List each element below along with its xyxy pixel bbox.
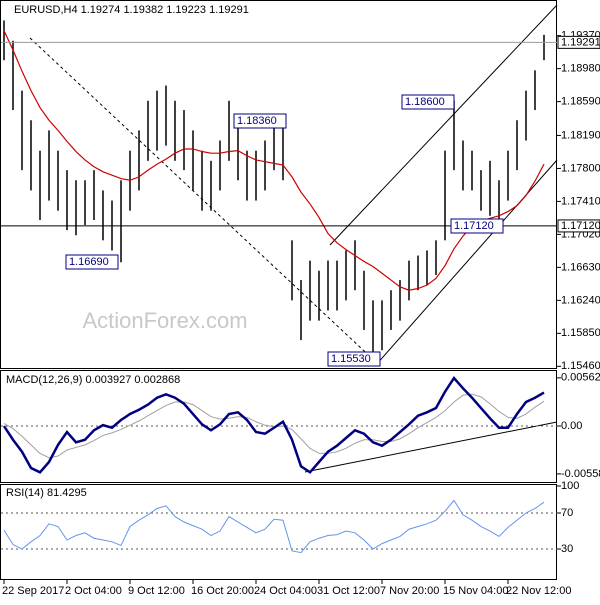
annotation: 1.18600 — [405, 96, 445, 108]
x-tick-label: 9 Oct 12:00 — [128, 585, 185, 597]
annotation: 1.15530 — [331, 353, 371, 365]
x-tick-label: 31 Oct 12:00 — [317, 585, 380, 597]
y-tick-label: 70 — [561, 507, 573, 519]
price-title: EURUSD,H4 1.19274 1.19382 1.19223 1.1929… — [14, 4, 249, 16]
x-tick-label: 16 Oct 20:00 — [191, 585, 254, 597]
x-tick-label: 24 Oct 04:00 — [254, 585, 317, 597]
y-tick-label: -0.005588 — [561, 468, 600, 480]
y-tick-label: 1.16240 — [561, 294, 600, 306]
y-tick-label: 1.18190 — [561, 129, 600, 141]
y-tick-label: 0.005622 — [561, 372, 600, 384]
rsi-panel — [0, 484, 557, 580]
y-tick-label: 0.00 — [561, 420, 582, 432]
x-tick-label: 22 Sep 2017 — [2, 585, 64, 597]
annotation: 1.18360 — [237, 115, 277, 127]
rsi-title: RSI(14) 81.4295 — [6, 487, 87, 499]
last-price-label: 1.19291 — [561, 36, 600, 48]
macd-title: MACD(12,26,9) 0.003927 0.002868 — [6, 374, 180, 386]
y-tick-label: 1.16630 — [561, 261, 600, 273]
annotation-box — [233, 113, 287, 129]
annotation: 1.17120 — [454, 220, 494, 232]
watermark: ActionForex.com — [82, 308, 247, 333]
y-tick-label: 1.18980 — [561, 63, 600, 75]
y-tick-label: 30 — [561, 543, 573, 555]
x-tick-label: 7 Nov 20:00 — [380, 585, 439, 597]
trend-line — [29, 37, 379, 365]
annotation-box — [65, 254, 119, 270]
x-tick-label: 22 Nov 12:00 — [506, 585, 571, 597]
last-price-box — [557, 35, 600, 49]
macd-trend-line — [304, 421, 558, 473]
annotation-box — [327, 351, 381, 367]
y-tick-label: 1.15850 — [561, 327, 600, 339]
y-tick-label: 1.17800 — [561, 162, 600, 174]
annotation-box — [450, 218, 504, 234]
annotation: 1.16690 — [69, 256, 109, 268]
y-tick-label: 1.17410 — [561, 195, 600, 207]
y-tick-label: 1.18590 — [561, 96, 600, 108]
x-tick-label: 15 Nov 04:00 — [443, 585, 508, 597]
price-panel — [0, 0, 557, 369]
channel-line — [329, 4, 558, 246]
annotation-box — [401, 94, 455, 110]
y-tick-label: 100 — [561, 480, 579, 492]
y-tick-label: 1.15460 — [561, 360, 600, 372]
moving-average — [3, 30, 545, 291]
x-tick-label: 2 Oct 04:00 — [65, 585, 122, 597]
rsi-line — [3, 499, 545, 554]
level-label: 1.17120 — [561, 220, 600, 232]
level-box — [557, 219, 600, 233]
macd-line — [2, 375, 545, 474]
